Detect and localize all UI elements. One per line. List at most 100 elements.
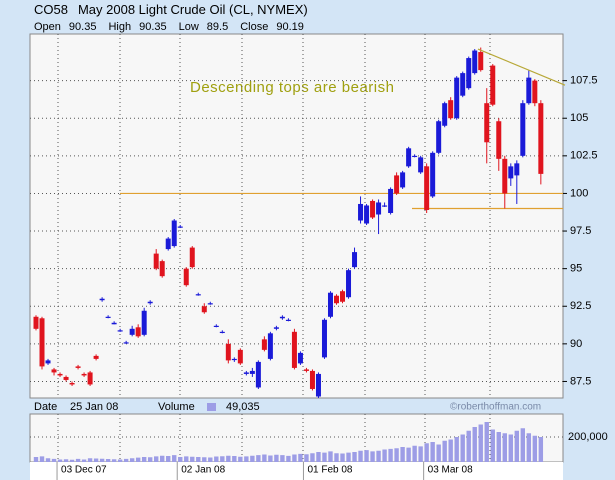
x-tick-label: 02 Jan 08 — [181, 465, 225, 476]
candle-body — [231, 358, 237, 361]
volume-bar — [502, 433, 507, 462]
candle-body — [81, 373, 87, 376]
volume-bar — [442, 440, 447, 462]
volume-bar — [57, 459, 63, 462]
volume-bar — [280, 455, 285, 462]
y-tick-label: 200,000 — [568, 431, 608, 443]
candle-body — [291, 331, 297, 368]
volume-bar — [412, 445, 417, 462]
volume-bar — [370, 451, 375, 462]
candle-body — [207, 303, 213, 305]
volume-bar — [202, 457, 207, 462]
candle-body — [189, 247, 195, 268]
volume-bar — [334, 453, 339, 462]
volume-bar — [310, 453, 315, 462]
volume-bar — [232, 456, 237, 462]
volume-bar — [478, 424, 483, 462]
candle-body — [394, 175, 400, 194]
volume-bar — [328, 451, 333, 462]
candle-body — [442, 103, 448, 126]
value: 90.19 — [276, 21, 304, 33]
candle-body — [243, 372, 249, 374]
volume-bar — [382, 449, 387, 462]
volume-bar — [105, 459, 111, 462]
candle-body — [111, 322, 117, 325]
volume-bar — [316, 452, 321, 462]
candle-body — [496, 121, 502, 159]
candle-body — [526, 77, 532, 104]
candle-body — [388, 188, 394, 213]
candle-body — [448, 100, 454, 119]
trendline — [477, 48, 566, 86]
volume-bar — [406, 447, 411, 462]
volume-bar — [190, 456, 195, 462]
candle-body — [309, 370, 315, 389]
candle-body — [327, 292, 333, 317]
candle-body — [225, 343, 231, 361]
y-tick-label: 102.5 — [570, 150, 598, 162]
chart-title: May 2008 Light Crude Oil (CL, NYMEX) — [78, 2, 308, 17]
volume-bar — [322, 452, 327, 462]
candle-body — [51, 369, 57, 373]
candle-body — [219, 331, 225, 334]
candle-body — [45, 360, 51, 364]
volume-bar — [129, 458, 135, 462]
candle-body — [171, 220, 177, 247]
volume-bar — [81, 459, 87, 462]
candle-body — [418, 157, 424, 173]
y-tick-label: 95 — [570, 263, 582, 275]
candle-body — [213, 325, 219, 328]
y-tick-label: 97.5 — [570, 225, 591, 237]
candle-body — [466, 58, 472, 89]
candle-body — [297, 352, 303, 364]
symbol: CO58 — [34, 2, 68, 17]
volume-bar — [268, 455, 273, 462]
candle-body — [472, 50, 478, 74]
candle-body — [75, 366, 81, 368]
date-axis — [30, 462, 563, 480]
annotation: Descending tops are bearish — [190, 79, 394, 96]
volume-bar — [63, 459, 69, 462]
y-tick-label: 92.5 — [570, 300, 591, 312]
volume-bar — [172, 455, 177, 462]
volume-bar — [208, 457, 213, 462]
candle-body — [520, 103, 526, 156]
volume-bar — [117, 459, 123, 462]
candle-body — [538, 103, 544, 174]
ohlc-line: Open 90.35 High 90.35 Low 89.5 Close 90.19 — [34, 21, 304, 33]
candle-body — [340, 291, 346, 302]
candle-body — [358, 203, 364, 221]
volume-bar — [352, 452, 357, 462]
volume-bar — [388, 448, 393, 462]
volume-bar — [214, 456, 219, 462]
candle-body — [237, 349, 243, 364]
value: 90.35 — [139, 21, 167, 33]
volume-bar — [99, 458, 105, 462]
volume-bar — [154, 456, 159, 462]
candle-body — [490, 65, 496, 105]
candle-body — [201, 306, 207, 313]
candle-body — [141, 310, 147, 335]
volume-bar — [532, 435, 538, 462]
volume-info: 49,035 — [226, 401, 260, 413]
date-info: Date — [34, 401, 57, 413]
candle-body — [436, 121, 442, 153]
candle-body — [123, 342, 129, 344]
candle-body — [321, 319, 327, 358]
y-tick-label: 87.5 — [570, 375, 591, 387]
volume-bar — [39, 456, 45, 462]
volume-bar — [436, 444, 441, 462]
volume-bar — [520, 428, 526, 462]
volume-bar — [51, 458, 57, 462]
candle-body — [87, 372, 93, 385]
volume-bar — [430, 442, 435, 462]
label: Low — [179, 21, 199, 33]
volume-bar — [33, 457, 39, 462]
candle-body — [406, 148, 412, 167]
date-info: 25 Jan 08 — [70, 401, 118, 413]
candle-body — [460, 73, 466, 96]
volume-bar — [298, 453, 303, 462]
volume-bar — [244, 456, 249, 462]
candle-body — [129, 328, 135, 335]
volume-bar — [340, 453, 345, 462]
